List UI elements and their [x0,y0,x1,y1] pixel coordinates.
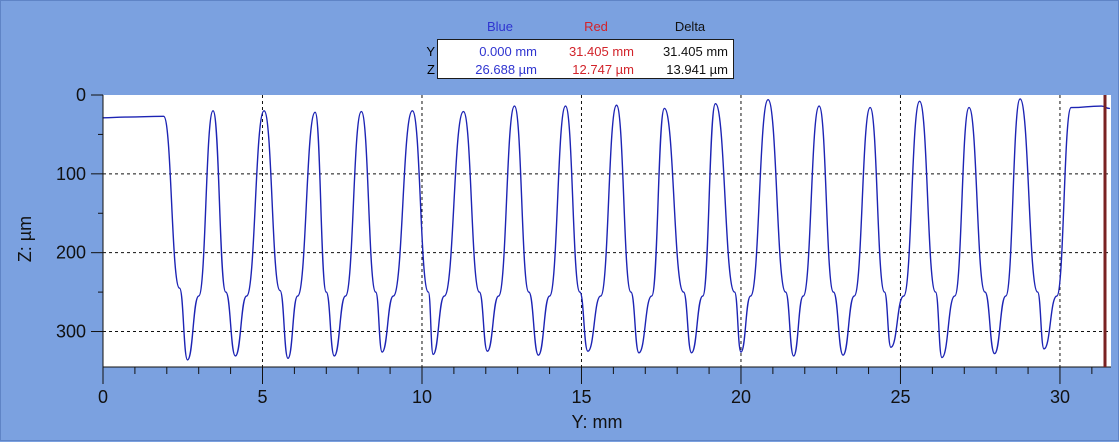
y-tick-label: 0 [76,85,86,105]
series-layer [102,98,1111,361]
chart-ylabel: Z: µm [15,216,35,262]
y-tick-label: 300 [56,322,86,342]
chart-xlabel: Y: mm [571,412,622,432]
readout-y-delta-value: 31.405 mm [662,44,728,59]
readout-y-red-value: 31.405 mm [568,44,634,59]
y-tick-label: 200 [56,243,86,263]
profile-series-line [102,98,1111,361]
x-tick-label: 25 [890,387,910,407]
x-tick-label: 20 [731,387,751,407]
readout-header-delta: Delta [674,19,706,34]
x-tick-label: 15 [571,387,591,407]
readout-header-red: Red [584,19,608,34]
readout-row-z-label: Z [427,62,435,77]
x-tick-label: 10 [412,387,432,407]
x-tick-label: 30 [1050,387,1070,407]
x-tick-label: 5 [257,387,267,407]
y-tick-label: 100 [56,164,86,184]
cursor-readout: Blue Red Delta Y 0.000 mm 31.405 mm 31.4… [415,15,755,81]
readout-y-blue-value: 0.000 mm [479,44,537,59]
readout-value-box [437,39,734,79]
axis-layer [91,94,1093,384]
readout-z-delta-value: 13.941 µm [666,62,728,77]
readout-row-y-label: Y [426,44,435,59]
readout-z-red-value: 12.747 µm [572,62,634,77]
x-tick-label: 0 [98,387,108,407]
readout-header-blue: Blue [486,19,514,34]
readout-z-blue-value: 26.688 µm [475,62,537,77]
